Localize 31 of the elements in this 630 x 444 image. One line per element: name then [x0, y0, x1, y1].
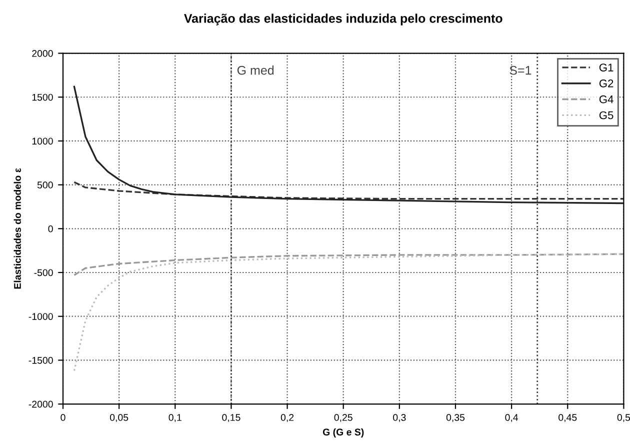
line-series: [73, 253, 624, 276]
legend-label: G2: [599, 79, 614, 88]
y-tick-label: 0: [48, 225, 53, 232]
ref-line-label: G med: [237, 66, 274, 75]
legend-label: G5: [599, 111, 614, 120]
annotation: S=1: [510, 66, 532, 75]
line-series: [73, 86, 624, 204]
y-tick-label: -500: [34, 269, 53, 276]
x-tick-label: 0,05: [110, 414, 128, 422]
legend-label: G1: [599, 64, 614, 72]
x-axis-title: G (G e S): [322, 428, 364, 438]
y-tick-label: -1000: [28, 313, 53, 320]
x-tick-label: 0,5: [617, 414, 630, 422]
y-tick-label: -1500: [28, 356, 53, 364]
y-tick-label: 2000: [32, 50, 53, 57]
x-tick-label: 0,15: [222, 414, 240, 422]
x-tick-label: 0,4: [505, 414, 518, 422]
x-tick-label: 0: [60, 414, 66, 421]
y-axis-title: Elasticidades do modelo ε: [14, 168, 21, 289]
x-tick-label: 0,35: [446, 414, 465, 422]
y-tick-label: 500: [37, 182, 53, 188]
y-tick-label: -2000: [28, 400, 53, 408]
y-tick-label: 1500: [32, 94, 53, 101]
y-tick-label: 1000: [32, 138, 53, 145]
legend-label: G4: [599, 95, 614, 104]
x-tick-label: 0,25: [334, 414, 352, 422]
chart-title: Variação das elasticidades induzida pelo crescimento: [184, 14, 502, 26]
x-tick-label: 0,45: [558, 414, 577, 422]
x-tick-label: 0,2: [280, 414, 294, 422]
x-tick-label: 0,3: [393, 414, 406, 422]
x-tick-label: 0,1: [168, 414, 182, 422]
